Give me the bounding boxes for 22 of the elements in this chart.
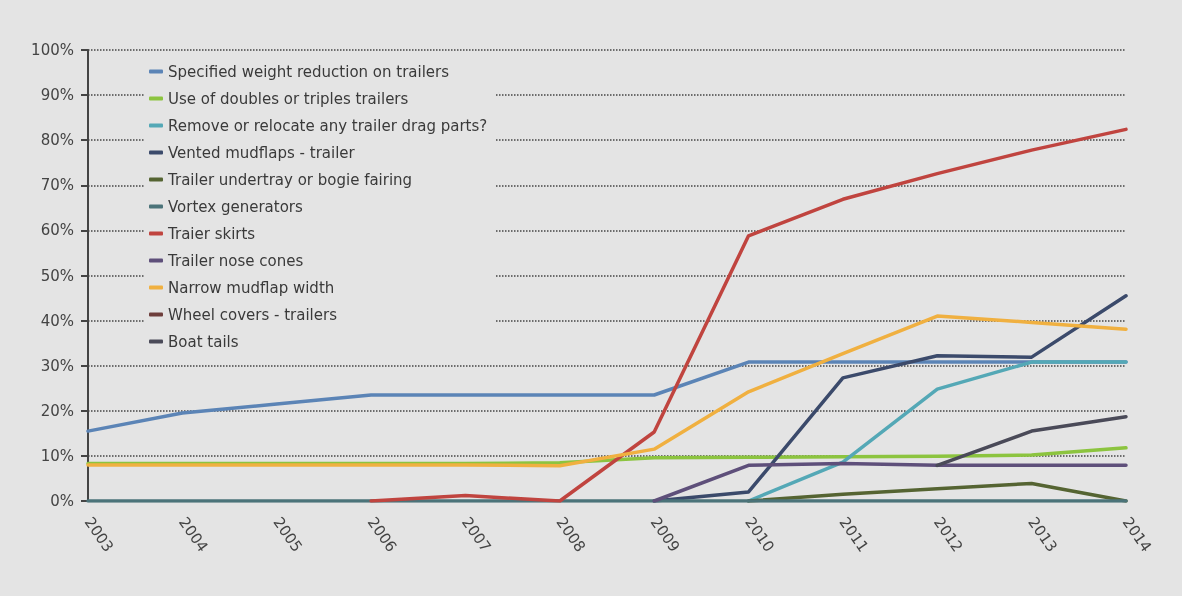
y-tick-label: 30% <box>40 356 74 375</box>
y-tick-label: 10% <box>40 446 74 465</box>
legend-label: Vented mudflaps - trailer <box>168 143 356 162</box>
y-tick-label: 70% <box>40 176 74 195</box>
legend-label: Vortex generators <box>168 197 303 216</box>
y-tick-label: 100% <box>31 41 74 59</box>
legend-label: Trailer undertray or bogie fairing <box>167 170 413 189</box>
y-tick-label: 50% <box>40 266 74 285</box>
y-tick-label: 80% <box>40 131 74 150</box>
legend-label: Trailer nose cones <box>167 251 304 270</box>
legend-label: Boat tails <box>168 332 239 351</box>
y-tick-label: 90% <box>40 86 74 105</box>
legend-label: Narrow mudflap width <box>168 278 335 297</box>
y-tick-label: 0% <box>50 492 74 510</box>
y-tick-label: 60% <box>40 221 74 240</box>
legend-label: Remove or relocate any trailer drag parts? <box>168 116 488 135</box>
legend-label: Specified weight reduction on trailers <box>168 62 450 81</box>
y-tick-label: 20% <box>40 401 74 420</box>
legend-label: Traier skirts <box>167 224 256 243</box>
legend-label: Wheel covers - trailers <box>168 305 338 324</box>
y-tick-label: 40% <box>40 311 74 330</box>
legend-label: Use of doubles or triples trailers <box>168 89 409 108</box>
